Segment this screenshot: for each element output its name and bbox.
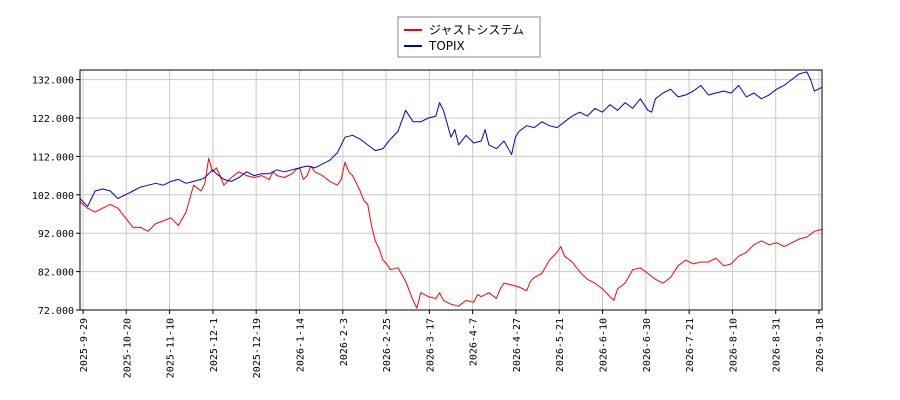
x-tick-label: 2026-2-3 [339, 318, 350, 366]
y-tick-label: 92.000 [38, 229, 74, 240]
x-tick-label: 2026-2-25 [382, 318, 393, 372]
x-tick-label: 2026-8-10 [728, 318, 739, 372]
x-tick-label: 2026-5-21 [555, 318, 566, 372]
x-tick-label: 2026-7-21 [685, 318, 696, 372]
x-tick-label: 2026-4-7 [469, 318, 480, 366]
x-tick-label: 2026-4-27 [512, 318, 523, 372]
legend-label-topix: TOPIX [428, 39, 465, 53]
x-tick-label: 2026-3-17 [425, 318, 436, 372]
series-line-topix [79, 71, 823, 207]
y-tick-label: 72.000 [38, 306, 74, 317]
series-line-justsystem [79, 157, 823, 309]
x-tick-label: 2026-9-18 [815, 318, 826, 372]
x-tick-label: 2026-1-14 [295, 318, 306, 372]
plot-frame [79, 69, 823, 311]
x-tick-label: 2026-6-30 [642, 318, 653, 372]
y-tick-label: 82.000 [38, 268, 74, 279]
legend: ジャストシステム TOPIX [397, 16, 541, 58]
y-tick-label: 122.000 [32, 114, 74, 125]
x-tick-label: 2026-8-31 [772, 318, 783, 372]
grid-lines [80, 70, 822, 311]
series-lines [79, 71, 823, 309]
x-tick-label: 2025-10-20 [122, 318, 133, 378]
x-tick-label: 2025-9-29 [79, 318, 90, 372]
y-tick-label: 132.000 [32, 76, 74, 87]
y-tick-label: 112.000 [32, 152, 74, 163]
x-tick-label: 2026-6-10 [599, 318, 610, 372]
legend-label-justsystem: ジャストシステム [429, 23, 524, 37]
x-tick-label: 2025-12-1 [209, 318, 220, 372]
x-axis-ticks: 2025-9-29 2025-10-20 2025-11-10 2025-12-1 20… [79, 310, 826, 378]
legend-box [397, 16, 541, 58]
y-tick-label: 102.000 [32, 191, 74, 202]
x-tick-label: 2025-11-10 [166, 318, 177, 378]
x-tick-label: 2025-12-19 [252, 318, 263, 378]
y-axis-ticks: 72.000 82.000 92.000 102.000 112.000 122.000 1… [32, 76, 80, 317]
